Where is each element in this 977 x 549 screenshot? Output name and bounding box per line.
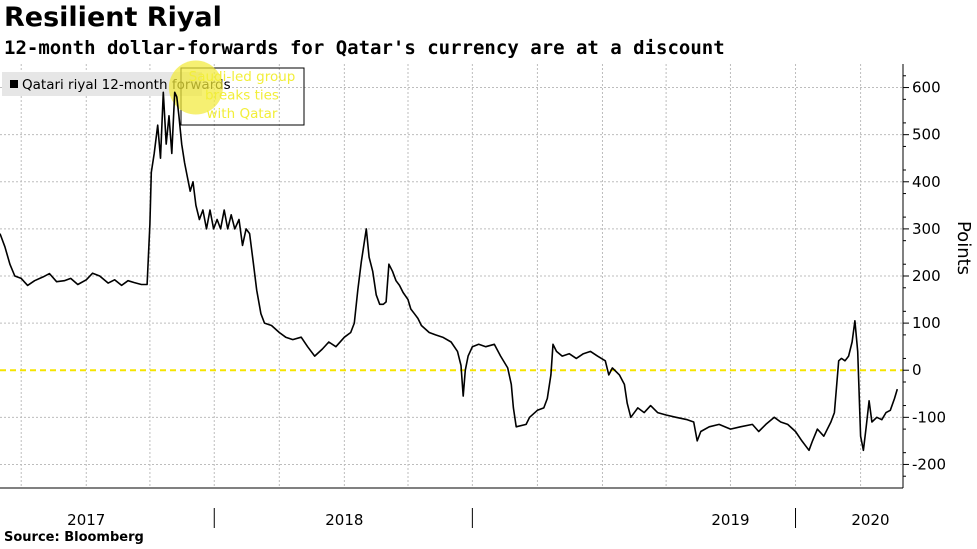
annotation-text-line: with Qatar [207,106,278,122]
legend-box [2,72,202,96]
y-tick-label: -100 [912,408,946,426]
chart-title: Resilient Riyal [4,2,222,33]
y-tick-label: 500 [912,126,941,144]
chart-subtitle: 12-month dollar-forwards for Qatar's cur… [4,37,725,59]
series-line-qatari-riyal-forwards [0,91,899,452]
grid-layer [0,64,903,488]
y-tick-label: 600 [912,79,941,97]
x-tick-label: 2020 [851,511,889,529]
y-tick-label: 0 [912,361,922,379]
y-tick-label: 200 [912,267,941,285]
x-tick-label: 2018 [325,511,363,529]
y-tick-label: 100 [912,314,941,332]
y-tick-label: 400 [912,173,941,191]
annotation-text-line: breaks ties [205,88,279,104]
y-axis-label: Points [953,221,974,275]
annotation-text-line: Saudi-led group [189,69,296,85]
x-tick-label: 2017 [67,511,105,529]
annotation-highlight [168,60,223,115]
source-note: Source: Bloomberg [4,530,144,545]
legend-swatch [10,80,18,88]
y-tick-label: -200 [912,455,946,473]
x-tick-label: 2019 [711,511,749,529]
y-tick-label: 300 [912,220,941,238]
